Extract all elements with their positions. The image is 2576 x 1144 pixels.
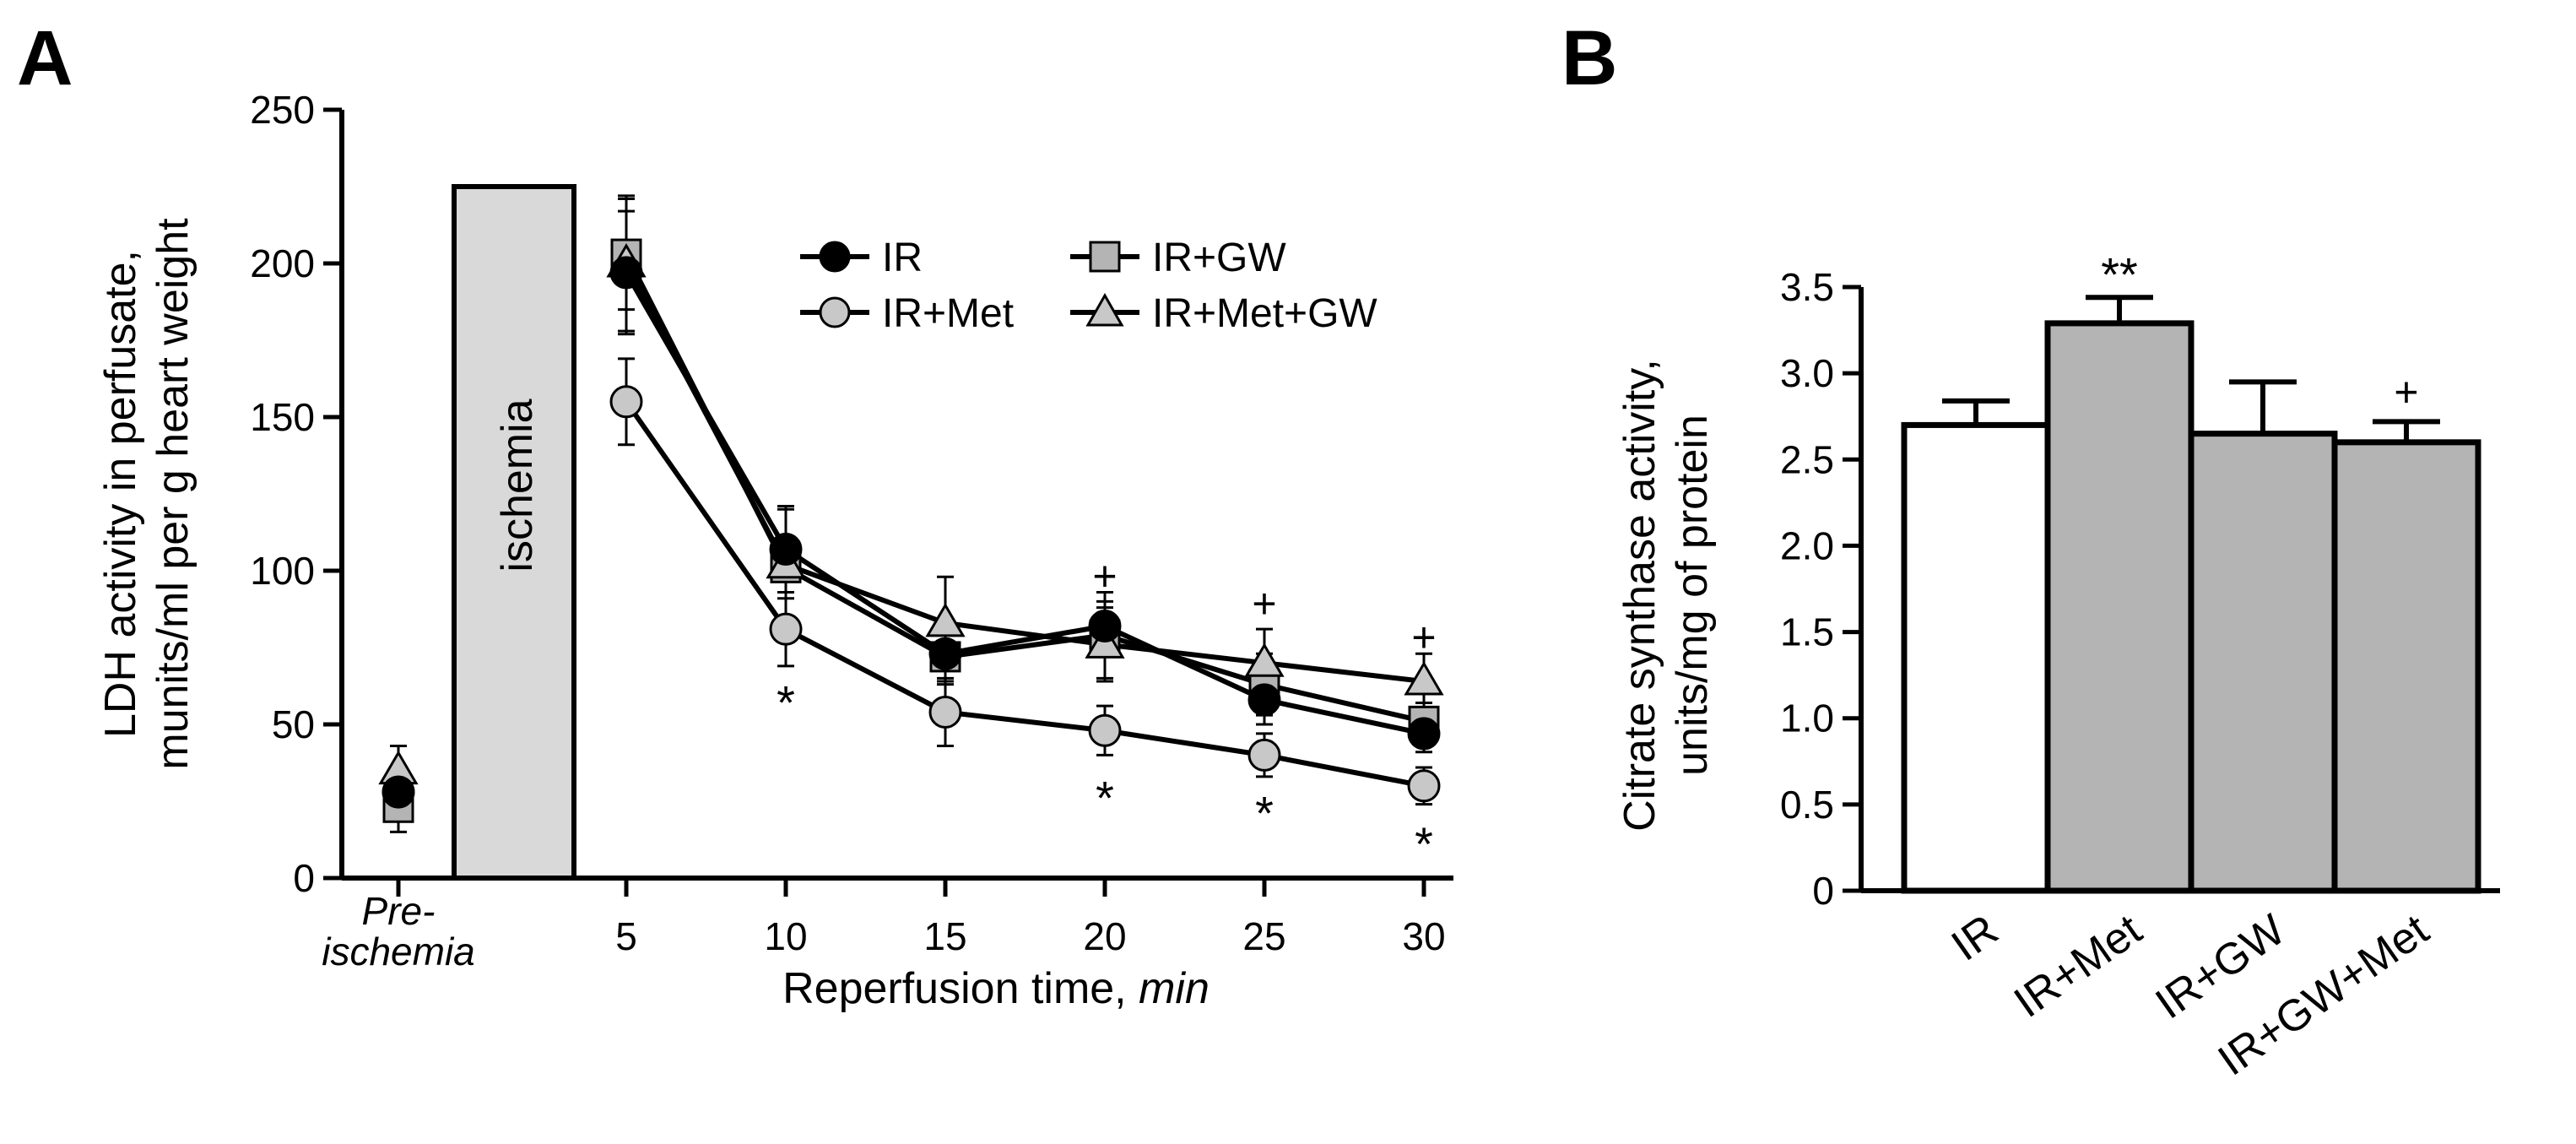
point-IR+Met: [1247, 738, 1281, 772]
panel-a-pre-label-2: ischemia: [322, 930, 475, 973]
panel-a-legend: IR IR+Met IR+GW IR+Met+GW: [800, 236, 1377, 336]
significance-mark: +: [1092, 552, 1117, 599]
bar-IR: [1901, 421, 2051, 894]
point-IR+Met: [928, 695, 962, 729]
panel-a-x-tick-label: 5: [615, 914, 637, 958]
point-IR+Met: [1407, 769, 1441, 803]
legend-label-ir: IR: [882, 236, 923, 280]
pre-point-IR: [382, 775, 415, 809]
bar-category-label: IR: [1943, 905, 2007, 970]
panel-b-letter: B: [1561, 15, 1617, 101]
significance-mark: *: [1096, 771, 1114, 824]
panel-a-x-tick-label: 30: [1402, 914, 1445, 958]
legend-label-ir-met: IR+Met: [882, 291, 1014, 336]
panel-b-y-tick-label: 2.0: [1780, 523, 1834, 567]
panel-b-y-tick-label: 3.5: [1780, 265, 1834, 309]
panel-a-x-tick-label: 15: [923, 914, 966, 958]
panel-b-bar-chart: 0 0.5 1.0 1.5 2.0 2.5 3.0 3.5 Citrate synthase a…: [1615, 247, 2500, 1086]
legend-marker-ir-met: [819, 296, 851, 328]
panel-a-y-tick-label: 0: [293, 856, 315, 900]
ischemia-label: ischemia: [493, 399, 542, 572]
legend-entry-ir-met-gw: IR+Met+GW: [1070, 291, 1377, 336]
legend-entry-ir-met: IR+Met: [800, 291, 1014, 336]
significance-mark: +: [1252, 580, 1276, 627]
panel-a-x-tick-label: 20: [1083, 914, 1126, 958]
panel-b-y-tick-label: 0: [1812, 869, 1834, 913]
point-IR: [1407, 717, 1441, 751]
bar-IR+Met: [2044, 320, 2194, 894]
panel-a-letter: A: [17, 15, 73, 101]
legend-label-ir-gw: IR+GW: [1152, 236, 1286, 280]
legend-label-ir-met-gw: IR+Met+GW: [1152, 291, 1377, 336]
point-IR+Met: [609, 385, 643, 419]
panel-a-pre-label-1: Pre-: [362, 889, 436, 933]
panel-a-y-tick-label: 50: [272, 702, 315, 746]
point-IR+Met+GW: [925, 602, 966, 637]
panel-b-y-tick-label: 1.0: [1780, 697, 1834, 740]
point-IR+Met: [1088, 713, 1122, 747]
series-line-IR: [624, 271, 1425, 736]
panel-a-y-tick-label: 100: [250, 549, 315, 593]
legend-entry-ir-gw: IR+GW: [1070, 236, 1286, 280]
point-IR+Met+GW: [1404, 661, 1444, 696]
bar-IR+GW: [2188, 431, 2338, 894]
panel-a-y-tick-label: 150: [250, 395, 315, 439]
panel-b-y-tick-label: 2.5: [1780, 437, 1834, 481]
panel-a-y-axis-title-1: LDH activity in perfusate,: [96, 250, 145, 738]
series-line-IR+Met+GW: [624, 262, 1425, 685]
panel-a-y-tick-label: 250: [250, 88, 315, 132]
point-IR: [609, 256, 643, 290]
significance-mark: *: [1415, 817, 1433, 870]
panel-b-y-tick-label: 3.0: [1780, 351, 1834, 395]
point-IR: [1247, 683, 1281, 717]
panel-b-y-tick-label: 1.5: [1780, 610, 1834, 654]
bar-IR+GW+Met: [2331, 439, 2481, 894]
panel-b-y-axis-title-2: units/mg of protein: [1668, 415, 1717, 776]
point-IR: [1088, 610, 1122, 643]
bar-category-label: IR+Met: [2005, 905, 2151, 1027]
panel-a-x-tick-label: 10: [764, 914, 807, 958]
panel-a-y-tick-label: 200: [250, 241, 315, 285]
panel-b-y-axis-title-1: Citrate synthase activity,: [1615, 359, 1664, 832]
bar-significance-mark: **: [2101, 247, 2138, 301]
significance-mark: *: [1255, 787, 1274, 840]
panel-a-x-axis-title: Reperfusion time, min: [782, 964, 1210, 1013]
panel-a-line-chart: 0 50 100 150 200 250 5 10 15 20 25 30 Pre-ischemia Re…: [96, 88, 1453, 1013]
legend-marker-ir: [819, 241, 851, 273]
panel-a-x-tick-label: 25: [1242, 914, 1285, 958]
point-IR: [928, 637, 962, 670]
panel-a-y-axis-title-2: munits/ml per g heart weight: [149, 218, 198, 770]
legend-marker-ir-met-gw: [1085, 292, 1124, 327]
significance-mark: *: [777, 676, 795, 729]
point-IR+Met: [769, 612, 803, 646]
point-IR+Met+GW: [1244, 642, 1285, 677]
legend-entry-ir: IR: [800, 236, 923, 280]
bar-significance-mark: +: [2394, 368, 2418, 415]
significance-mark: +: [1411, 614, 1436, 661]
ischemia-box: [452, 184, 576, 881]
point-IR: [769, 533, 803, 567]
panel-b-y-tick-label: 0.5: [1780, 783, 1834, 827]
legend-marker-ir-gw: [1089, 241, 1121, 273]
series-line-IR+Met: [624, 400, 1425, 789]
